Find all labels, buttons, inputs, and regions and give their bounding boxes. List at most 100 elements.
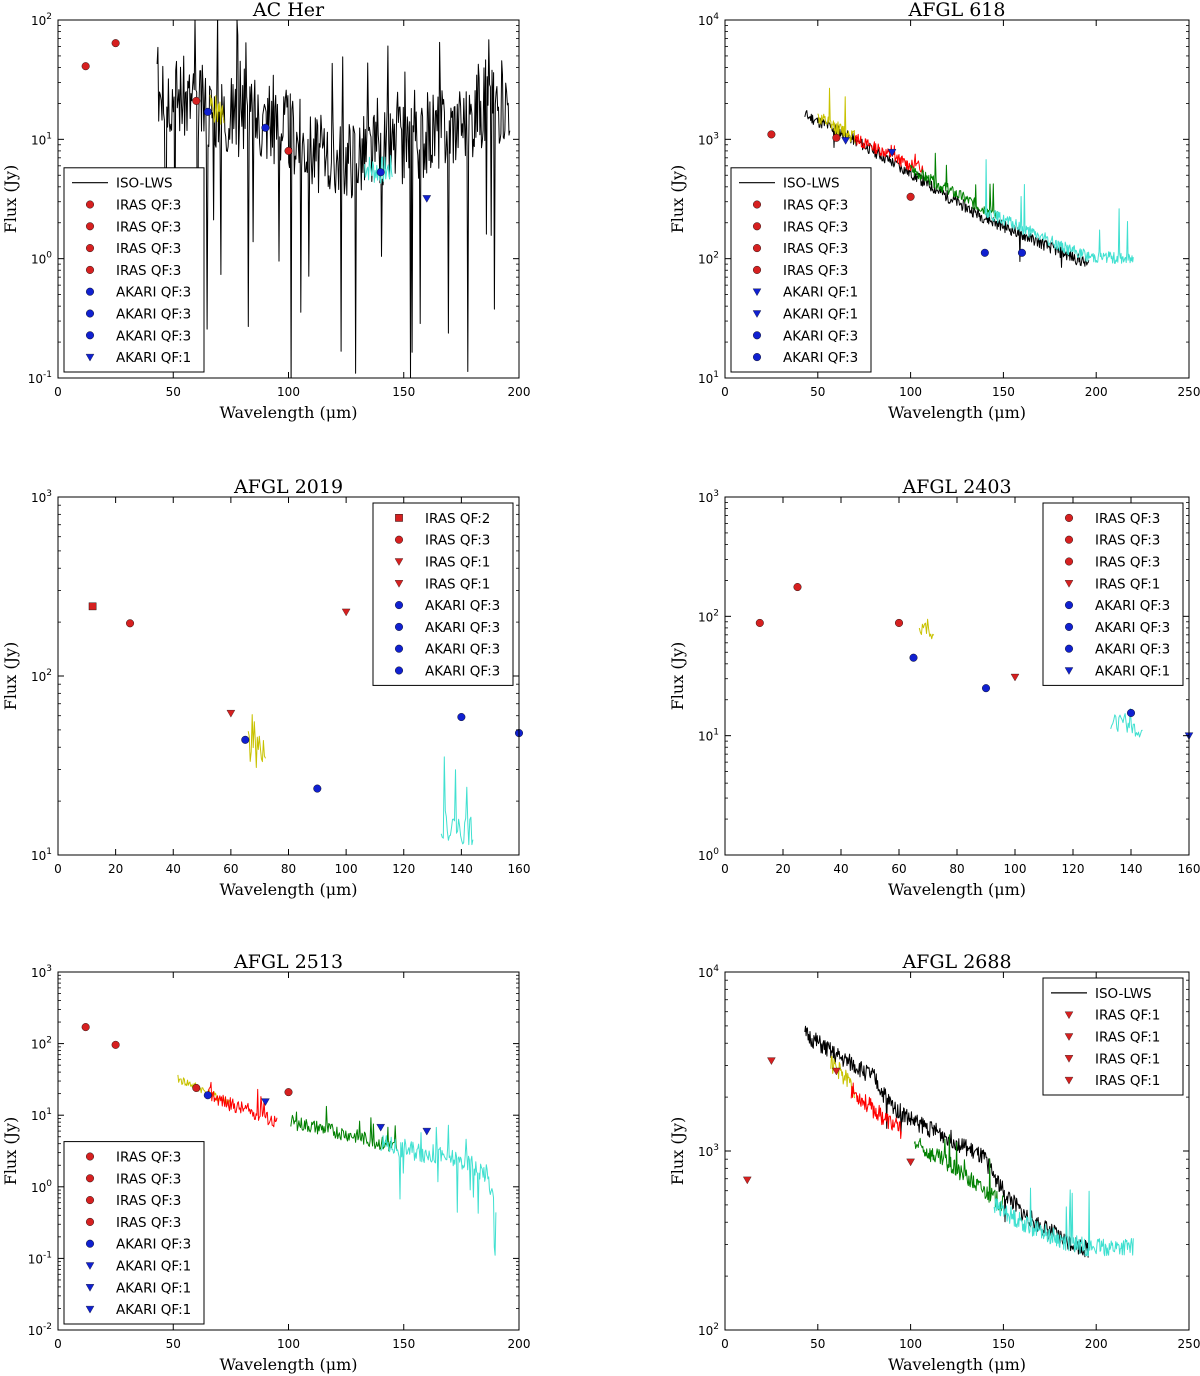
x-tick-label: 60 [891, 862, 906, 876]
chart-panel-6: 0 50 100 150 200 250 102 103 104 AFGL 2688 Wavelen… [668, 951, 1200, 1374]
y-axis-label: Flux (Jy) [1, 1117, 20, 1186]
y-tick-label: 102 [31, 12, 52, 28]
data-point-5 [887, 149, 897, 157]
legend-label: IRAS QF:1 [1095, 1008, 1160, 1024]
data-point-7 [376, 1124, 385, 1132]
legend-label: IRAS QF:1 [425, 555, 490, 571]
series-line-4 [913, 1134, 1004, 1212]
legend-marker-triangle [1064, 1011, 1074, 1020]
legend-label: AKARI QF:3 [1095, 642, 1170, 658]
series-line-iso-lws [156, 20, 511, 378]
legend-marker-circle [85, 200, 94, 209]
legend-marker-circle [753, 222, 762, 231]
legend-label: IRAS QF:1 [1095, 1051, 1160, 1067]
legend-marker-circle [1064, 513, 1073, 522]
legend-label: AKARI QF:3 [116, 285, 191, 301]
legend-marker-triangle [85, 353, 95, 362]
legend-marker-triangle [85, 1284, 95, 1292]
legend-marker-circle [753, 244, 762, 253]
x-tick-label: 100 [1004, 862, 1027, 876]
x-tick-label: 200 [508, 1337, 531, 1351]
chart-title: AFGL 618 [907, 0, 1005, 21]
data-point-5 [203, 107, 212, 116]
series-line-2 [830, 1055, 856, 1099]
legend-label: AKARI QF:3 [116, 328, 191, 344]
x-tick-label: 100 [899, 385, 922, 399]
chart-panel-5: 0 50 100 150 200 10-2 10-1 100 101 102 103 AFGL 251… [1, 951, 530, 1374]
legend-marker-circle [85, 222, 94, 231]
legend-marker-triangle [1064, 667, 1074, 675]
legend-label: ISO-LWS [783, 176, 840, 192]
x-tick-label: 50 [810, 1337, 825, 1351]
x-tick-label: 50 [166, 1337, 181, 1351]
legend-label: AKARI QF:3 [425, 642, 500, 658]
x-tick-label: 20 [108, 862, 123, 876]
x-axis-label: Wavelength (μm) [219, 880, 357, 899]
legend-marker-circle [753, 353, 762, 362]
data-point-5 [909, 653, 918, 662]
x-tick-label: 120 [392, 862, 415, 876]
legend-marker-triangle [85, 1305, 95, 1314]
legend-label: ISO-LWS [116, 176, 173, 192]
legend-marker-triangle [1064, 1055, 1074, 1063]
series-line-1 [918, 618, 935, 640]
legend: IRAS QF:3 IRAS QF:3 IRAS QF:3 IRAS QF:1 AKAR… [1042, 502, 1184, 686]
series-line-4 [380, 1124, 497, 1256]
x-tick-label: 0 [721, 385, 729, 399]
legend-label: IRAS QF:1 [1095, 576, 1160, 592]
legend-label: IRAS QF:3 [783, 198, 848, 214]
series-group [177, 1074, 497, 1256]
legend-label: IRAS QF:3 [116, 198, 181, 214]
legend-marker-square [395, 514, 403, 522]
data-point-1 [81, 62, 90, 71]
legend-label: IRAS QF:3 [783, 241, 848, 257]
x-tick-label: 60 [223, 862, 238, 876]
legend-marker-triangle [1064, 1076, 1074, 1085]
legend-marker-circle [85, 1152, 94, 1161]
series-line-2 [1110, 708, 1143, 738]
legend-label: AKARI QF:1 [116, 350, 191, 366]
data-point-1 [767, 130, 776, 139]
data-point-1 [81, 1023, 90, 1032]
legend-marker-circle [1064, 535, 1073, 544]
legend: IRAS QF:2 IRAS QF:3 IRAS QF:1 IRAS QF:1 AKAR… [372, 502, 514, 686]
x-tick-label: 200 [508, 385, 531, 399]
legend-marker-triangle [394, 580, 404, 588]
x-tick-label: 50 [166, 385, 181, 399]
legend-label: AKARI QF:1 [783, 307, 858, 323]
legend-marker-circle [85, 244, 94, 253]
data-point-2 [126, 619, 135, 628]
legend-label: AKARI QF:3 [1095, 598, 1170, 614]
legend-marker-circle [395, 535, 404, 544]
x-tick-label: 50 [810, 385, 825, 399]
data-point-1 [743, 1176, 752, 1185]
series-line-5 [993, 1187, 1134, 1257]
data-point-5 [241, 735, 250, 744]
data-point-8 [422, 195, 432, 203]
chart-title: AFGL 2019 [233, 476, 343, 498]
series-line-5 [984, 159, 1134, 264]
y-axis-label: Flux (Jy) [1, 165, 20, 234]
y-axis-label: Flux (Jy) [1, 642, 20, 711]
y-tick-label: 101 [698, 370, 719, 386]
series-line-3 [364, 155, 393, 184]
series-line-2 [817, 87, 856, 144]
x-tick-label: 120 [1062, 862, 1085, 876]
x-tick-label: 80 [281, 862, 296, 876]
legend-label: IRAS QF:3 [116, 1215, 181, 1231]
x-tick-label: 140 [1120, 862, 1143, 876]
chart-panel-4: 0 20 40 60 80 100 120 140 160 100 101 102 103 AFGL 24… [668, 476, 1200, 899]
legend-marker-circle [395, 666, 404, 675]
data-point-6 [313, 784, 322, 793]
x-tick-label: 140 [450, 862, 473, 876]
series-line-2 [440, 756, 474, 846]
legend-label: IRAS QF:3 [1095, 511, 1160, 527]
series-group [156, 20, 511, 378]
legend-marker-triangle [394, 558, 404, 566]
y-axis-label: Flux (Jy) [668, 1117, 687, 1186]
y-tick-label: 102 [698, 608, 719, 624]
y-tick-label: 101 [31, 131, 52, 147]
data-point-7 [1017, 248, 1026, 257]
x-axis-label: Wavelength (μm) [888, 403, 1026, 422]
legend-marker-triangle [1064, 580, 1074, 588]
